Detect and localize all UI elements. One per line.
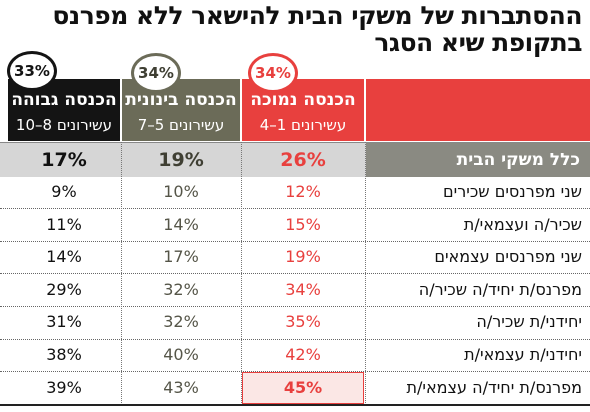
row-separator	[0, 273, 590, 275]
table-row: יחידני/ת עצמאי/ת 38% 40% 42%	[0, 339, 590, 372]
header-mid-income-name: הכנסה בינונית	[125, 90, 237, 110]
value-low-income: 34%	[285, 279, 321, 299]
header-low-income-deciles: עשירונים 1–4	[259, 116, 347, 134]
row-label: יחידני/ת שכיר/ה	[476, 312, 582, 332]
table-row: מפרנס/ת יחיד/ה שכיר/ה 29% 32% 34%	[0, 274, 590, 307]
value-low-income: 12%	[285, 182, 321, 201]
header-high-income: הכנסה גבוהה עשירונים 8–10	[8, 79, 120, 141]
header-high-income-name: הכנסה גבוהה	[11, 90, 117, 110]
row-separator	[0, 208, 590, 210]
total-mid-income: 19%	[158, 149, 204, 171]
row-separator	[0, 240, 590, 242]
table-bottom-rule	[0, 404, 590, 407]
table-row: שני מפרנסים עצמאים 14% 17% 19%	[0, 241, 590, 274]
row-separator	[0, 305, 590, 307]
table-row: שכיר/ה ועצמאי/ת 11% 14% 15%	[0, 209, 590, 242]
value-high-income: 38%	[46, 345, 82, 364]
header-label-column	[366, 79, 590, 141]
value-mid-income: 32%	[163, 312, 199, 332]
value-high-income: 39%	[46, 377, 82, 397]
row-label: שכיר/ה ועצמאי/ת	[463, 214, 582, 234]
value-low-income: 35%	[285, 312, 321, 332]
value-low-income: 42%	[285, 345, 321, 364]
table-row: יחידני/ת שכיר/ה 31% 32% 35%	[0, 306, 590, 339]
total-low-income: 26%	[280, 149, 326, 171]
value-low-income: 15%	[285, 214, 321, 234]
table-row: מפרנס/ת יחיד/ה עצמאי/ת 39% 43% 45%	[0, 371, 590, 405]
low-income-share-badge: 34%	[248, 53, 298, 93]
value-low-income: 19%	[285, 247, 321, 267]
mid-income-share-badge: 34%	[131, 53, 181, 93]
row-label: מפרנס/ת יחיד/ה עצמאי/ת	[406, 377, 583, 397]
value-high-income: 11%	[46, 214, 82, 234]
total-row: כלל משקי הבית 17% 19% 26%	[0, 142, 590, 177]
column-divider	[121, 142, 122, 403]
row-separator	[0, 338, 590, 340]
value-mid-income: 43%	[163, 377, 199, 397]
value-high-income: 31%	[46, 312, 82, 332]
row-label: שני מפרנסים שכירים	[443, 182, 582, 201]
value-low-income: 45%	[242, 371, 364, 405]
title-line-1: ההסתברות של משקי הבית להישאר ללא מפרנס	[52, 1, 582, 30]
table-row: שני מפרנסים שכירים 9% 10% 12%	[0, 176, 590, 209]
row-label: שני מפרנסים עצמאים	[434, 247, 582, 267]
header-mid-income-deciles: עשירונים 5–7	[137, 116, 225, 134]
header-low-income-name: הכנסה נמוכה	[250, 90, 356, 110]
column-divider	[241, 142, 242, 403]
row-label: יחידני/ת עצמאי/ת	[464, 345, 582, 364]
title-line-2: בתקופת שיא הסגר	[374, 28, 582, 57]
total-row-label: כלל משקי הבית	[366, 143, 590, 177]
chart-title: ההסתברות של משקי הבית להישאר ללא מפרנס ב…	[7, 2, 582, 56]
value-high-income: 9%	[51, 182, 77, 201]
column-divider	[365, 142, 366, 403]
value-mid-income: 14%	[163, 214, 199, 234]
value-high-income: 14%	[46, 247, 82, 267]
value-mid-income: 32%	[163, 279, 199, 299]
header-high-income-deciles: עשירונים 8–10	[15, 116, 113, 134]
value-mid-income: 40%	[163, 345, 199, 364]
value-mid-income: 17%	[163, 247, 199, 267]
row-label: מפרנס/ת יחיד/ה שכיר/ה	[418, 279, 582, 299]
value-mid-income: 10%	[163, 182, 199, 201]
high-income-share-badge: 33%	[7, 51, 57, 91]
total-high-income: 17%	[41, 149, 87, 171]
value-high-income: 29%	[46, 279, 82, 299]
